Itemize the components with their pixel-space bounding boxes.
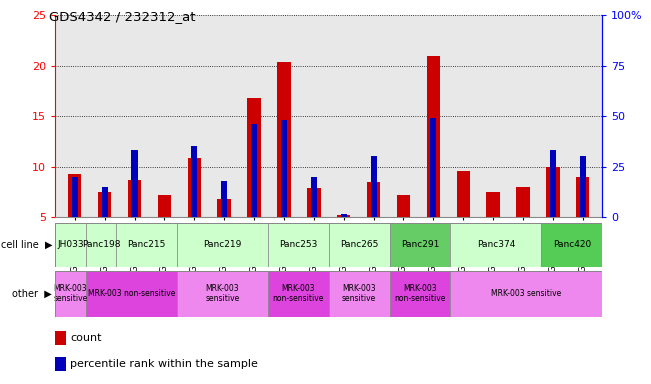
Bar xyxy=(177,271,268,317)
Bar xyxy=(102,187,107,267)
Bar xyxy=(55,271,86,317)
Text: MRK-003 non-sensitive: MRK-003 non-sensitive xyxy=(88,289,175,298)
Bar xyxy=(217,199,231,267)
Text: count: count xyxy=(70,333,102,343)
Bar xyxy=(187,159,201,267)
Text: Panc219: Panc219 xyxy=(203,240,242,249)
Text: other  ▶: other ▶ xyxy=(12,289,52,299)
Text: MRK-003
sensitive: MRK-003 sensitive xyxy=(205,284,240,303)
Text: Panc374: Panc374 xyxy=(477,240,515,249)
Text: Panc253: Panc253 xyxy=(279,240,318,249)
Text: MRK-003
non-sensitive: MRK-003 non-sensitive xyxy=(273,284,324,303)
Bar xyxy=(550,151,556,267)
Bar xyxy=(221,181,227,267)
Bar xyxy=(268,223,329,267)
Text: MRK-003
sensitive: MRK-003 sensitive xyxy=(342,284,376,303)
Bar xyxy=(55,358,66,371)
Bar xyxy=(251,124,257,267)
Bar xyxy=(86,271,177,317)
Bar xyxy=(55,223,86,267)
Text: percentile rank within the sample: percentile rank within the sample xyxy=(70,359,258,369)
Text: MRK-003
sensitive: MRK-003 sensitive xyxy=(53,284,88,303)
Bar xyxy=(307,188,320,267)
Bar xyxy=(367,182,380,267)
Bar xyxy=(400,217,406,267)
Bar xyxy=(268,271,329,317)
Text: GDS4342 / 232312_at: GDS4342 / 232312_at xyxy=(49,10,195,23)
Bar xyxy=(86,223,116,267)
Bar xyxy=(329,223,389,267)
Bar xyxy=(542,223,602,267)
Bar xyxy=(247,98,261,267)
Bar xyxy=(450,223,542,267)
Bar xyxy=(340,214,347,267)
Bar xyxy=(430,118,436,267)
Bar xyxy=(460,217,466,267)
Bar xyxy=(370,157,377,267)
Bar xyxy=(311,177,317,267)
Text: cell line  ▶: cell line ▶ xyxy=(1,240,52,250)
Bar xyxy=(450,271,602,317)
Bar xyxy=(389,271,450,317)
Text: Panc215: Panc215 xyxy=(128,240,165,249)
Bar xyxy=(520,217,526,267)
Bar xyxy=(576,177,589,267)
Bar xyxy=(516,187,530,267)
Text: Panc420: Panc420 xyxy=(553,240,591,249)
Bar xyxy=(191,146,197,267)
Text: Panc291: Panc291 xyxy=(401,240,439,249)
Bar xyxy=(116,223,177,267)
Bar xyxy=(580,157,586,267)
Bar xyxy=(486,192,500,267)
Bar xyxy=(128,180,141,267)
Text: MRK-003 sensitive: MRK-003 sensitive xyxy=(491,289,561,298)
Bar xyxy=(546,167,560,267)
Bar xyxy=(396,195,410,267)
Bar xyxy=(456,170,470,267)
Text: JH033: JH033 xyxy=(57,240,84,249)
Bar xyxy=(98,192,111,267)
Bar xyxy=(490,217,496,267)
Bar xyxy=(55,331,66,345)
Bar xyxy=(389,223,450,267)
Bar xyxy=(68,174,81,267)
Bar xyxy=(281,120,287,267)
Text: Panc198: Panc198 xyxy=(81,240,120,249)
Bar xyxy=(337,215,350,267)
Bar xyxy=(177,223,268,267)
Bar xyxy=(329,271,389,317)
Bar xyxy=(426,56,440,267)
Bar xyxy=(161,217,167,267)
Text: MRK-003
non-sensitive: MRK-003 non-sensitive xyxy=(395,284,445,303)
Bar xyxy=(277,62,290,267)
Bar xyxy=(72,177,77,267)
Bar xyxy=(158,195,171,267)
Text: Panc265: Panc265 xyxy=(340,240,378,249)
Bar xyxy=(132,151,137,267)
